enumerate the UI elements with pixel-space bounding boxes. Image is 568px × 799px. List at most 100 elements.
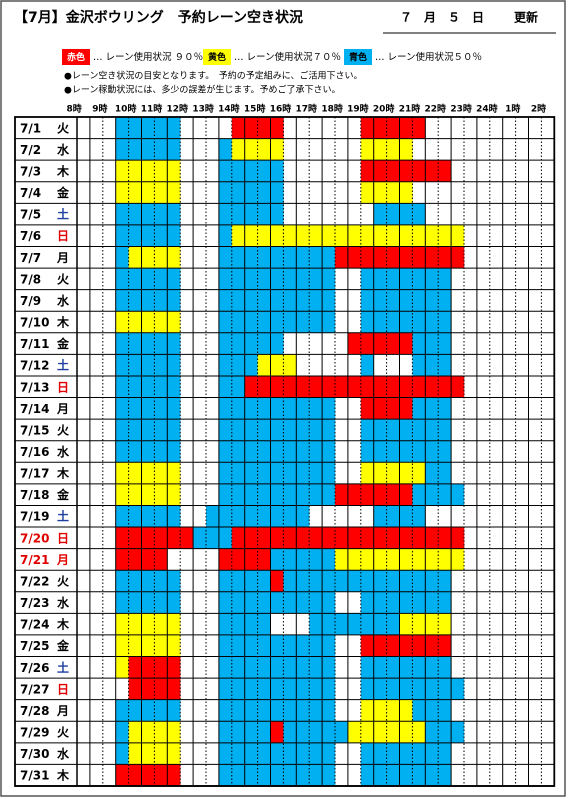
cell-b — [412, 440, 426, 463]
cell-y — [167, 721, 181, 743]
hour-label: 19時 — [347, 103, 369, 115]
cell-y — [141, 160, 155, 182]
cell-b — [438, 440, 452, 463]
row-date: 7/15 — [20, 423, 49, 437]
cell-b — [154, 289, 168, 312]
cell-b — [141, 570, 155, 592]
cell-b — [399, 570, 413, 592]
hour-label: 15時 — [244, 103, 266, 115]
cell-y — [115, 462, 129, 484]
cell-y — [231, 138, 245, 161]
row-date: 7/21 — [20, 553, 49, 567]
cell-r — [270, 570, 284, 592]
row-day: 土 — [57, 358, 69, 373]
cell-b — [244, 289, 258, 312]
cell-b — [438, 462, 452, 484]
cell-b — [206, 527, 220, 549]
cell-b — [128, 591, 142, 614]
cell-r — [141, 764, 155, 786]
cell-b — [309, 548, 323, 571]
cell-b — [218, 203, 233, 225]
legend-text: … レーン使用状況 ９０％ — [93, 51, 203, 63]
cell-y — [373, 224, 387, 247]
cell-b — [335, 570, 349, 592]
cell-b — [167, 332, 181, 355]
cell-b — [218, 721, 233, 743]
cell-b — [386, 764, 400, 786]
cell-r — [438, 246, 452, 269]
cell-b — [154, 268, 168, 290]
cell-b — [154, 203, 168, 225]
cell-b — [218, 527, 233, 549]
row-day: 土 — [57, 660, 69, 675]
cell-b — [270, 742, 284, 765]
row-date: 7/26 — [20, 661, 49, 675]
cell-b — [412, 354, 426, 376]
row-day: 木 — [56, 768, 70, 783]
cell-b — [167, 699, 181, 722]
cell-b — [167, 505, 181, 528]
row-day: 金 — [56, 487, 70, 502]
cell-r — [115, 548, 129, 571]
cell-b — [412, 483, 426, 506]
cell-y — [154, 246, 168, 269]
cell-r — [347, 483, 362, 506]
cell-y — [154, 742, 168, 765]
row-date: 7/13 — [20, 380, 49, 394]
cell-y — [347, 721, 362, 743]
hour-label: 8時 — [66, 103, 81, 115]
row-day: 日 — [57, 229, 69, 243]
cell-b — [309, 742, 323, 765]
legend-name: 赤色 — [67, 51, 85, 63]
cell-y — [154, 634, 168, 657]
cell-r — [399, 634, 413, 657]
hour-label: 13時 — [192, 103, 214, 115]
cell-b — [412, 505, 426, 528]
cell-r — [231, 117, 245, 139]
cell-r — [167, 656, 181, 679]
cell-r — [360, 246, 374, 269]
legend-swatch — [62, 49, 90, 65]
cell-b — [438, 268, 452, 290]
cell-y — [244, 138, 258, 161]
cell-y — [360, 699, 374, 722]
cell-y — [322, 224, 336, 247]
cell-b — [270, 656, 284, 679]
cell-b — [218, 397, 233, 420]
row-date: 7/16 — [20, 445, 49, 459]
cell-b — [218, 375, 233, 398]
cell-r — [257, 548, 271, 571]
cell-b — [412, 419, 426, 441]
row-day: 火 — [57, 726, 70, 740]
cell-b — [115, 289, 129, 312]
cell-y — [128, 742, 142, 765]
cell-b — [167, 203, 181, 225]
cell-b — [154, 699, 168, 722]
cell-b — [115, 375, 129, 398]
cell-b — [115, 224, 129, 247]
cell-r — [386, 397, 400, 420]
cell-b — [244, 570, 258, 592]
cell-b — [218, 591, 233, 614]
cell-y — [154, 462, 168, 484]
cell-y — [167, 483, 181, 506]
row-date: 7/22 — [20, 574, 49, 588]
cell-b — [257, 419, 271, 441]
cell-b — [257, 332, 271, 355]
cell-b — [193, 527, 207, 549]
cell-b — [141, 224, 155, 247]
cell-b — [218, 634, 233, 657]
cell-y — [141, 462, 155, 484]
cell-r — [438, 634, 452, 657]
cell-b — [425, 354, 439, 376]
cell-b — [141, 117, 155, 139]
cell-y — [141, 311, 155, 333]
cell-b — [412, 268, 426, 290]
cell-b — [231, 634, 245, 657]
cell-b — [399, 678, 413, 700]
cell-b — [231, 375, 245, 398]
cell-b — [296, 634, 310, 657]
cell-b — [399, 505, 413, 528]
updated-date: ７ 月 ５ 日 — [400, 11, 484, 25]
cell-r — [270, 117, 284, 139]
